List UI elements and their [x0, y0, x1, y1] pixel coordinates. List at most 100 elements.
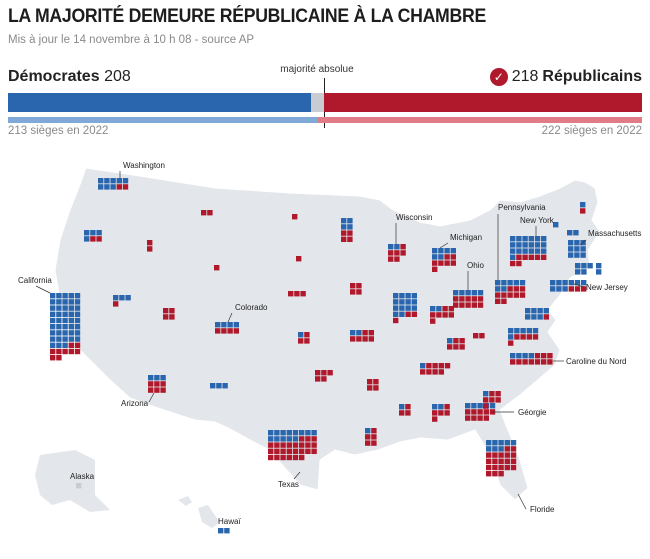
state-block-new-york: [510, 236, 547, 267]
seat-tile: [274, 430, 280, 436]
seat-tile: [432, 260, 438, 266]
seat-tile: [362, 330, 368, 336]
seat-tile: [304, 332, 310, 338]
seat-tile: [541, 254, 547, 260]
seat-tile: [492, 440, 498, 446]
seat-tile: [56, 336, 62, 342]
seat-tile: [56, 293, 62, 299]
seat-tile: [581, 269, 587, 275]
seat-tile: [516, 254, 522, 260]
state-labels: Washington Wisconsin Pennsylvania New York M…: [18, 161, 641, 526]
seat-tile: [227, 322, 233, 328]
seat-tile: [516, 260, 522, 267]
seat-tile: [280, 448, 286, 454]
seat-tile: [528, 248, 534, 254]
seat-tile: [50, 355, 56, 361]
seat-tile: [274, 442, 280, 448]
seat-tile: [498, 458, 504, 464]
seat-tile: [104, 184, 110, 190]
seat-tile: [489, 403, 496, 409]
seat-tile: [508, 334, 514, 340]
seat-tile: [347, 236, 353, 242]
seat-tile: [286, 442, 292, 448]
seat-tile: [96, 230, 102, 236]
state-block-arizona: [148, 375, 166, 393]
seat-tile: [367, 379, 373, 385]
state-label-pennsylvania: Pennsylvania: [498, 203, 546, 212]
seat-tile: [160, 387, 166, 393]
seat-tile: [280, 442, 286, 448]
seat-tile: [498, 446, 504, 452]
seat-tile: [495, 298, 501, 304]
state-label-michigan: Michigan: [450, 233, 482, 242]
state-block-new-hampshire: [567, 230, 579, 236]
seat-tile: [68, 330, 74, 336]
seat-tile: [510, 464, 517, 471]
seat-tile: [574, 286, 581, 292]
seat-tile: [581, 286, 587, 292]
seat-tile: [298, 332, 304, 338]
seat-tile: [568, 286, 574, 292]
seat-tile: [294, 291, 300, 297]
seat-tile: [581, 263, 587, 269]
state-label-new-york: New York: [520, 216, 555, 225]
seat-tile: [169, 308, 175, 314]
seat-tile: [438, 410, 444, 416]
seat-tile: [56, 324, 62, 330]
seat-tile: [492, 458, 498, 464]
seat-tile: [486, 452, 492, 458]
seat-tile: [477, 296, 484, 302]
seat-tile: [504, 452, 510, 458]
seat-tile: [74, 330, 81, 336]
rep-seat-count: 218: [511, 68, 539, 85]
seat-tile: [513, 292, 519, 298]
seat-tile: [534, 353, 541, 359]
check-circle-icon: ✓: [489, 68, 508, 86]
seat-tile: [528, 359, 534, 365]
seat-tile: [501, 286, 507, 292]
seat-tile: [495, 391, 501, 397]
seat-tile: [210, 383, 216, 389]
seat-tile: [450, 254, 456, 260]
state-block-west-virginia: [473, 333, 485, 339]
state-block-michigan: [432, 248, 456, 272]
state-block-wyoming: [214, 265, 220, 271]
seat-tile: [489, 409, 496, 415]
seat-tile: [486, 440, 492, 446]
seat-tile: [74, 342, 81, 348]
seat-tile: [286, 430, 292, 436]
seat-tile: [520, 328, 526, 334]
seat-tile: [288, 291, 294, 297]
seat-tile: [420, 363, 426, 369]
state-block-nebraska: [288, 291, 306, 297]
seat-tile: [347, 218, 353, 224]
seat-tile: [221, 328, 227, 334]
seat-tile: [68, 324, 74, 330]
seat-tile: [580, 208, 586, 214]
seat-tile: [62, 348, 68, 355]
seat-tile: [233, 328, 239, 334]
seat-tile: [574, 280, 581, 286]
seat-tile: [510, 452, 517, 458]
seat-tile: [447, 338, 453, 344]
seat-tile: [531, 314, 537, 320]
seat-tile: [405, 404, 411, 410]
seat-tile: [50, 336, 56, 342]
seat-tile: [526, 334, 532, 340]
seat-tile: [510, 353, 516, 359]
state-block-minnesota: [341, 218, 353, 242]
seat-tile: [438, 260, 444, 266]
seat-tile: [393, 299, 399, 305]
seat-tile: [74, 293, 81, 299]
seat-tile: [116, 178, 122, 184]
seat-tile: [556, 280, 562, 286]
seat-tile: [519, 292, 526, 298]
seat-tile: [311, 430, 317, 436]
state-block-floride: [486, 440, 517, 477]
rep-previous-bar: [318, 117, 642, 123]
seat-tile: [580, 202, 586, 208]
state-block-wisconsin: [388, 244, 406, 262]
seat-tile: [483, 397, 489, 403]
seat-tile: [574, 252, 580, 258]
seat-tile: [62, 311, 68, 317]
